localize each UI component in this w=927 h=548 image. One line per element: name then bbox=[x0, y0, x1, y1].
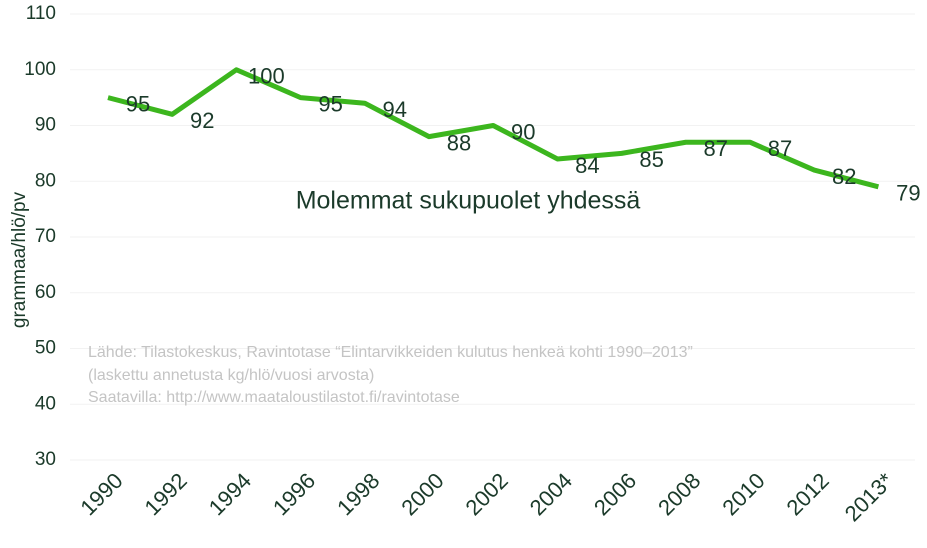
x-tick-label: 2012 bbox=[782, 468, 834, 520]
source-text: (laskettu annetusta kg/hlö/vuosi arvosta… bbox=[88, 367, 374, 384]
data-label: 95 bbox=[318, 91, 342, 116]
x-tick-label: 2013* bbox=[840, 468, 899, 527]
data-label: 88 bbox=[447, 130, 471, 155]
y-tick-label: 60 bbox=[35, 282, 56, 303]
x-tick-label: 1998 bbox=[332, 468, 384, 520]
y-tick-label: 90 bbox=[35, 115, 56, 136]
data-label: 84 bbox=[575, 153, 599, 178]
line bbox=[107, 67, 880, 190]
y-tick-label: 50 bbox=[35, 338, 56, 359]
source-text: Saatavilla: http://www.maataloustilastot… bbox=[88, 389, 460, 406]
data-label: 79 bbox=[896, 181, 920, 206]
y-tick-label: 40 bbox=[35, 393, 56, 414]
x-tick-label: 2006 bbox=[589, 468, 641, 520]
x-tick-label: 2000 bbox=[396, 468, 448, 520]
data-label: 94 bbox=[383, 97, 407, 122]
data-label: 95 bbox=[126, 91, 150, 116]
x-tick-label: 1996 bbox=[268, 468, 320, 520]
y-tick-label: 80 bbox=[35, 170, 56, 191]
data-label: 90 bbox=[511, 119, 535, 144]
annotation: Molemmat sukupuolet yhdessä bbox=[296, 187, 641, 215]
y-tick-label: 30 bbox=[35, 449, 56, 470]
x-tick-label: 2002 bbox=[461, 468, 513, 520]
source-text: Lähde: Tilastokeskus, Ravintotase “Elint… bbox=[88, 344, 693, 361]
x-tick-label: 1990 bbox=[75, 468, 127, 520]
data-label: 87 bbox=[704, 136, 728, 161]
x-tick-label: 2008 bbox=[653, 468, 705, 520]
data-label: 82 bbox=[832, 164, 856, 189]
x-tick-label: 1992 bbox=[140, 468, 192, 520]
data-label: 87 bbox=[768, 136, 792, 161]
y-tick-label: 70 bbox=[35, 226, 56, 247]
y-axis-label: grammaa/hlö/pv bbox=[9, 191, 30, 328]
data-label: 85 bbox=[639, 147, 663, 172]
x-tick-label: 1994 bbox=[204, 468, 256, 520]
data-label: 100 bbox=[248, 64, 285, 89]
x-tick-label: 2010 bbox=[717, 468, 769, 520]
x-tick-label: 2004 bbox=[525, 468, 577, 520]
y-tick-label: 100 bbox=[24, 59, 56, 80]
y-tick-label: 110 bbox=[26, 3, 56, 24]
data-label: 92 bbox=[190, 108, 214, 133]
